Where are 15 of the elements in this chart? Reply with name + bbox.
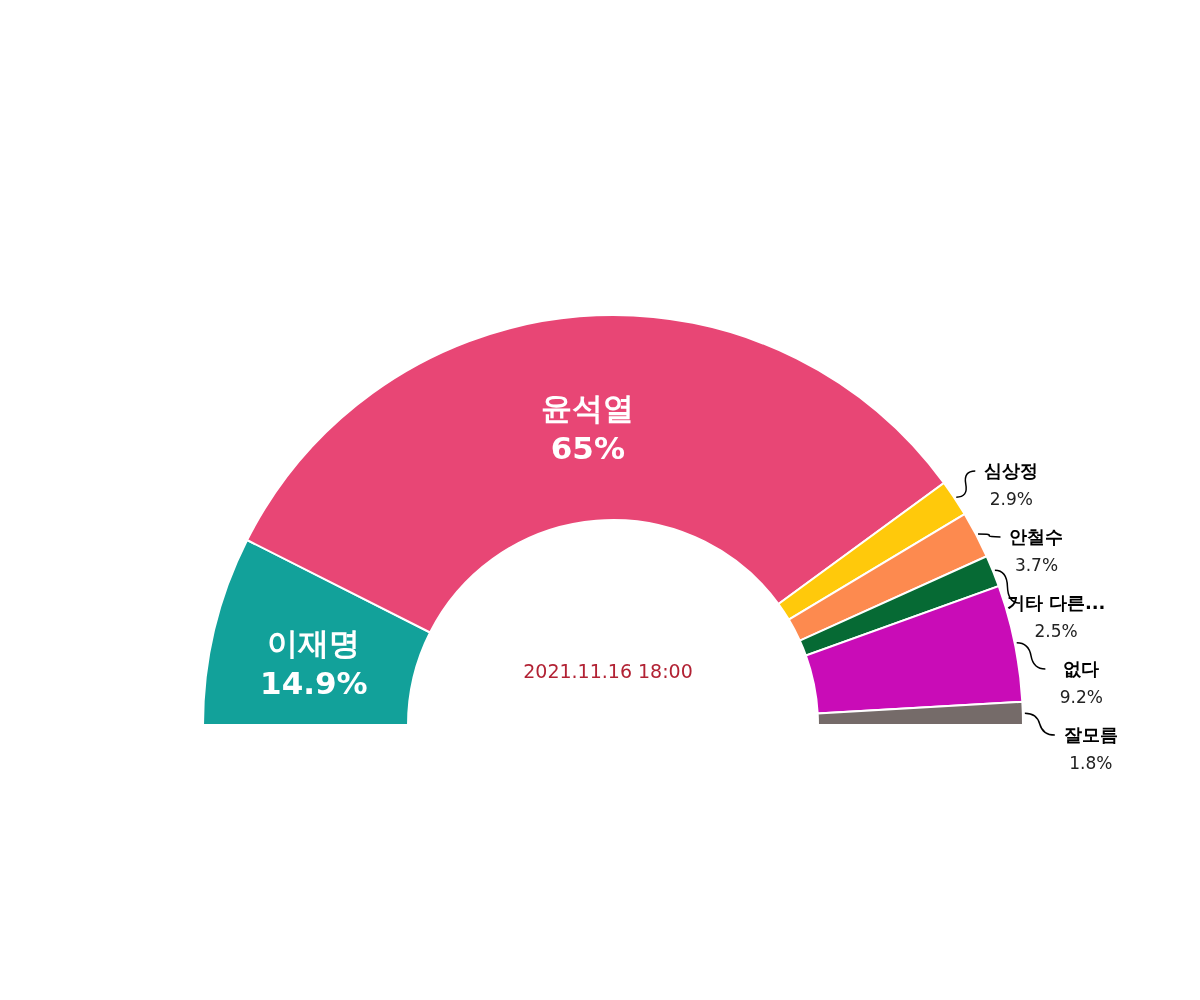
data-label: 2.9% — [989, 489, 1033, 509]
data-label: 2.5% — [1034, 621, 1078, 641]
slice-label: 없다 — [1063, 658, 1100, 679]
data-label: 65% — [550, 429, 626, 466]
slice-label: 윤석열 — [541, 389, 635, 426]
slice-label: 이재명 — [267, 624, 361, 661]
text: 2021.11.16 18:00 — [522, 660, 694, 682]
data-label: 1.8% — [1069, 753, 1113, 773]
slice-label: 심상정 — [984, 460, 1039, 481]
slice-label: 안철수 — [1009, 526, 1064, 547]
slice-label: 기타 다른... — [1006, 592, 1106, 613]
slice-label: 잘모름 — [1063, 724, 1118, 745]
data-label: 14.9% — [260, 664, 368, 701]
data-label: 3.7% — [1014, 555, 1059, 575]
data-label: 9.2% — [1059, 687, 1103, 707]
